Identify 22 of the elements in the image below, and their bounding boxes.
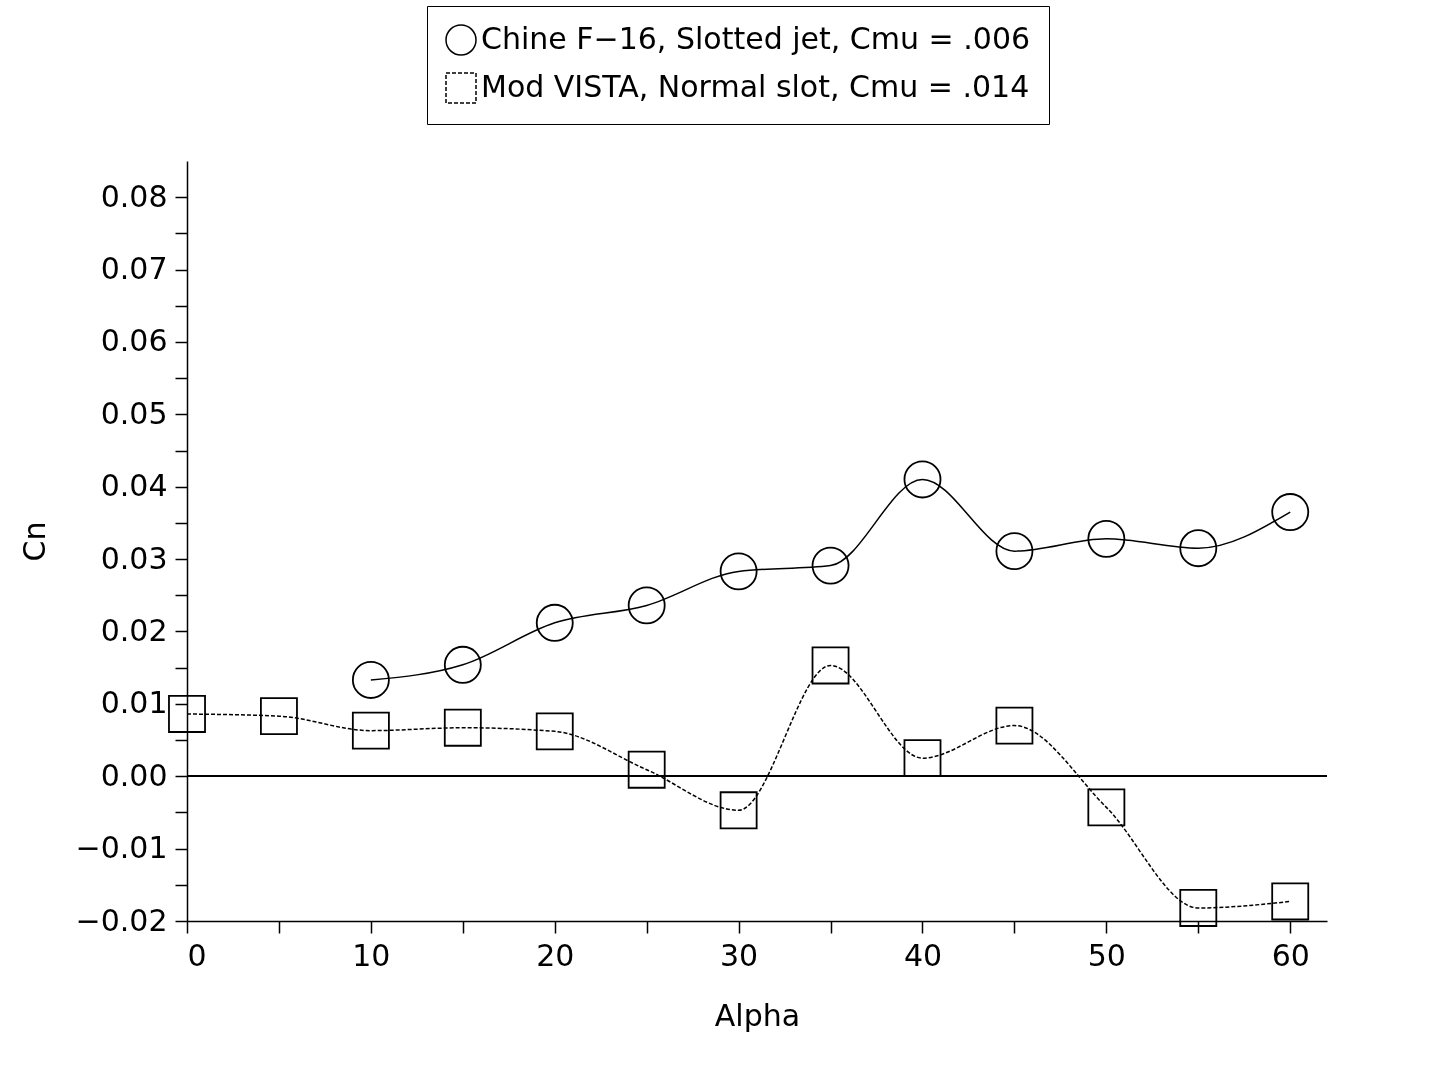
legend-label: Mod VISTA, Normal slot, Cmu = .014 — [481, 69, 1030, 104]
x-tick-label: 50 — [1087, 937, 1126, 973]
y-tick-label: 0.05 — [100, 395, 168, 431]
y-tick-label: 0.08 — [100, 178, 168, 214]
x-tick-label: 60 — [1271, 937, 1310, 973]
y-tick-label: 0.07 — [100, 251, 168, 287]
legend-label: Chine F−16, Slotted jet, Cmu = .006 — [481, 21, 1031, 56]
x-tick-label: 40 — [903, 937, 943, 973]
x-tick-label: 0 — [187, 937, 207, 973]
x-tick-label: 30 — [720, 937, 759, 973]
y-tick-label: 0.01 — [100, 685, 168, 721]
y-tick-label: 0.03 — [100, 540, 168, 576]
y-tick-label: 0.04 — [100, 468, 168, 504]
y-tick-label: 0.02 — [100, 612, 168, 648]
y-tick-label: −0.01 — [75, 830, 168, 866]
x-axis-title: Alpha — [714, 997, 801, 1033]
y-axis-title: Cn — [16, 521, 52, 562]
x-tick-label: 20 — [536, 937, 575, 973]
x-tick-label: 10 — [352, 937, 391, 973]
y-tick-label: 0.00 — [100, 757, 168, 793]
y-tick-label: −0.02 — [75, 902, 168, 938]
y-tick-label: 0.06 — [100, 323, 168, 359]
